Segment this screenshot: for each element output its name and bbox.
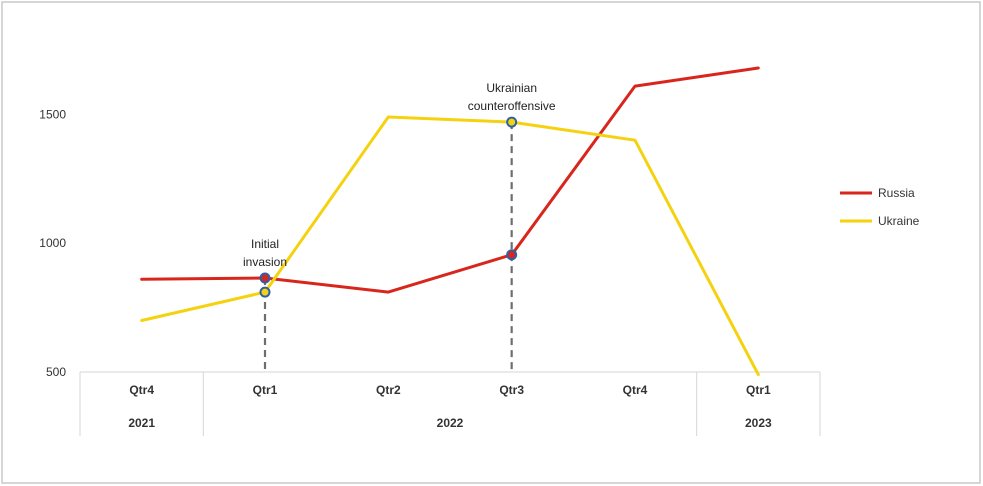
marker-ukraine-point-2 <box>506 116 518 128</box>
quarter-label-qtr3-2022: Qtr3 <box>499 383 524 397</box>
series-line-ukraine <box>140 115 760 377</box>
quarter-label-qtr1-2022: Qtr1 <box>253 383 278 397</box>
marker-ukraine-point-1 <box>259 286 271 298</box>
annotation-label-1: Initial invasion <box>243 237 287 269</box>
category-axis-table <box>79 371 821 436</box>
quarter-label-qtr4-2022: Qtr4 <box>623 383 648 397</box>
y-tick-label-500: 500 <box>46 365 66 379</box>
quarter-label-qtr4-2021: Qtr4 <box>129 383 154 397</box>
marker-russia-point-1 <box>259 272 271 284</box>
legend-label-ukraine: Ukraine <box>878 214 920 228</box>
annotation-label-2: Ukrainian counteroffensive <box>468 81 556 113</box>
year-label-2023: 2023 <box>745 416 772 430</box>
y-axis: 500 1000 1500 <box>39 107 66 379</box>
y-tick-label-1000: 1000 <box>39 236 66 250</box>
x-axis: 2021 2022 2023 Qtr4 Qtr1 Qtr2 Qtr3 Qtr4 Qtr1 <box>128 383 772 430</box>
quarter-label-qtr2-2022: Qtr2 <box>376 383 401 397</box>
annotation-markers <box>259 116 518 298</box>
quarter-label-qtr1-2023: Qtr1 <box>746 383 771 397</box>
legend: Russia Ukraine <box>840 186 920 228</box>
y-tick-label-1500: 1500 <box>39 107 66 121</box>
series-line-russia <box>140 66 760 294</box>
annotation-labels: Initial invasion Ukrainian counteroffensive <box>243 81 556 269</box>
marker-russia-point-2 <box>506 249 518 261</box>
series-lines <box>140 66 760 377</box>
year-label-2021: 2021 <box>128 416 155 430</box>
legend-label-russia: Russia <box>878 186 915 200</box>
year-label-2022: 2022 <box>437 416 464 430</box>
